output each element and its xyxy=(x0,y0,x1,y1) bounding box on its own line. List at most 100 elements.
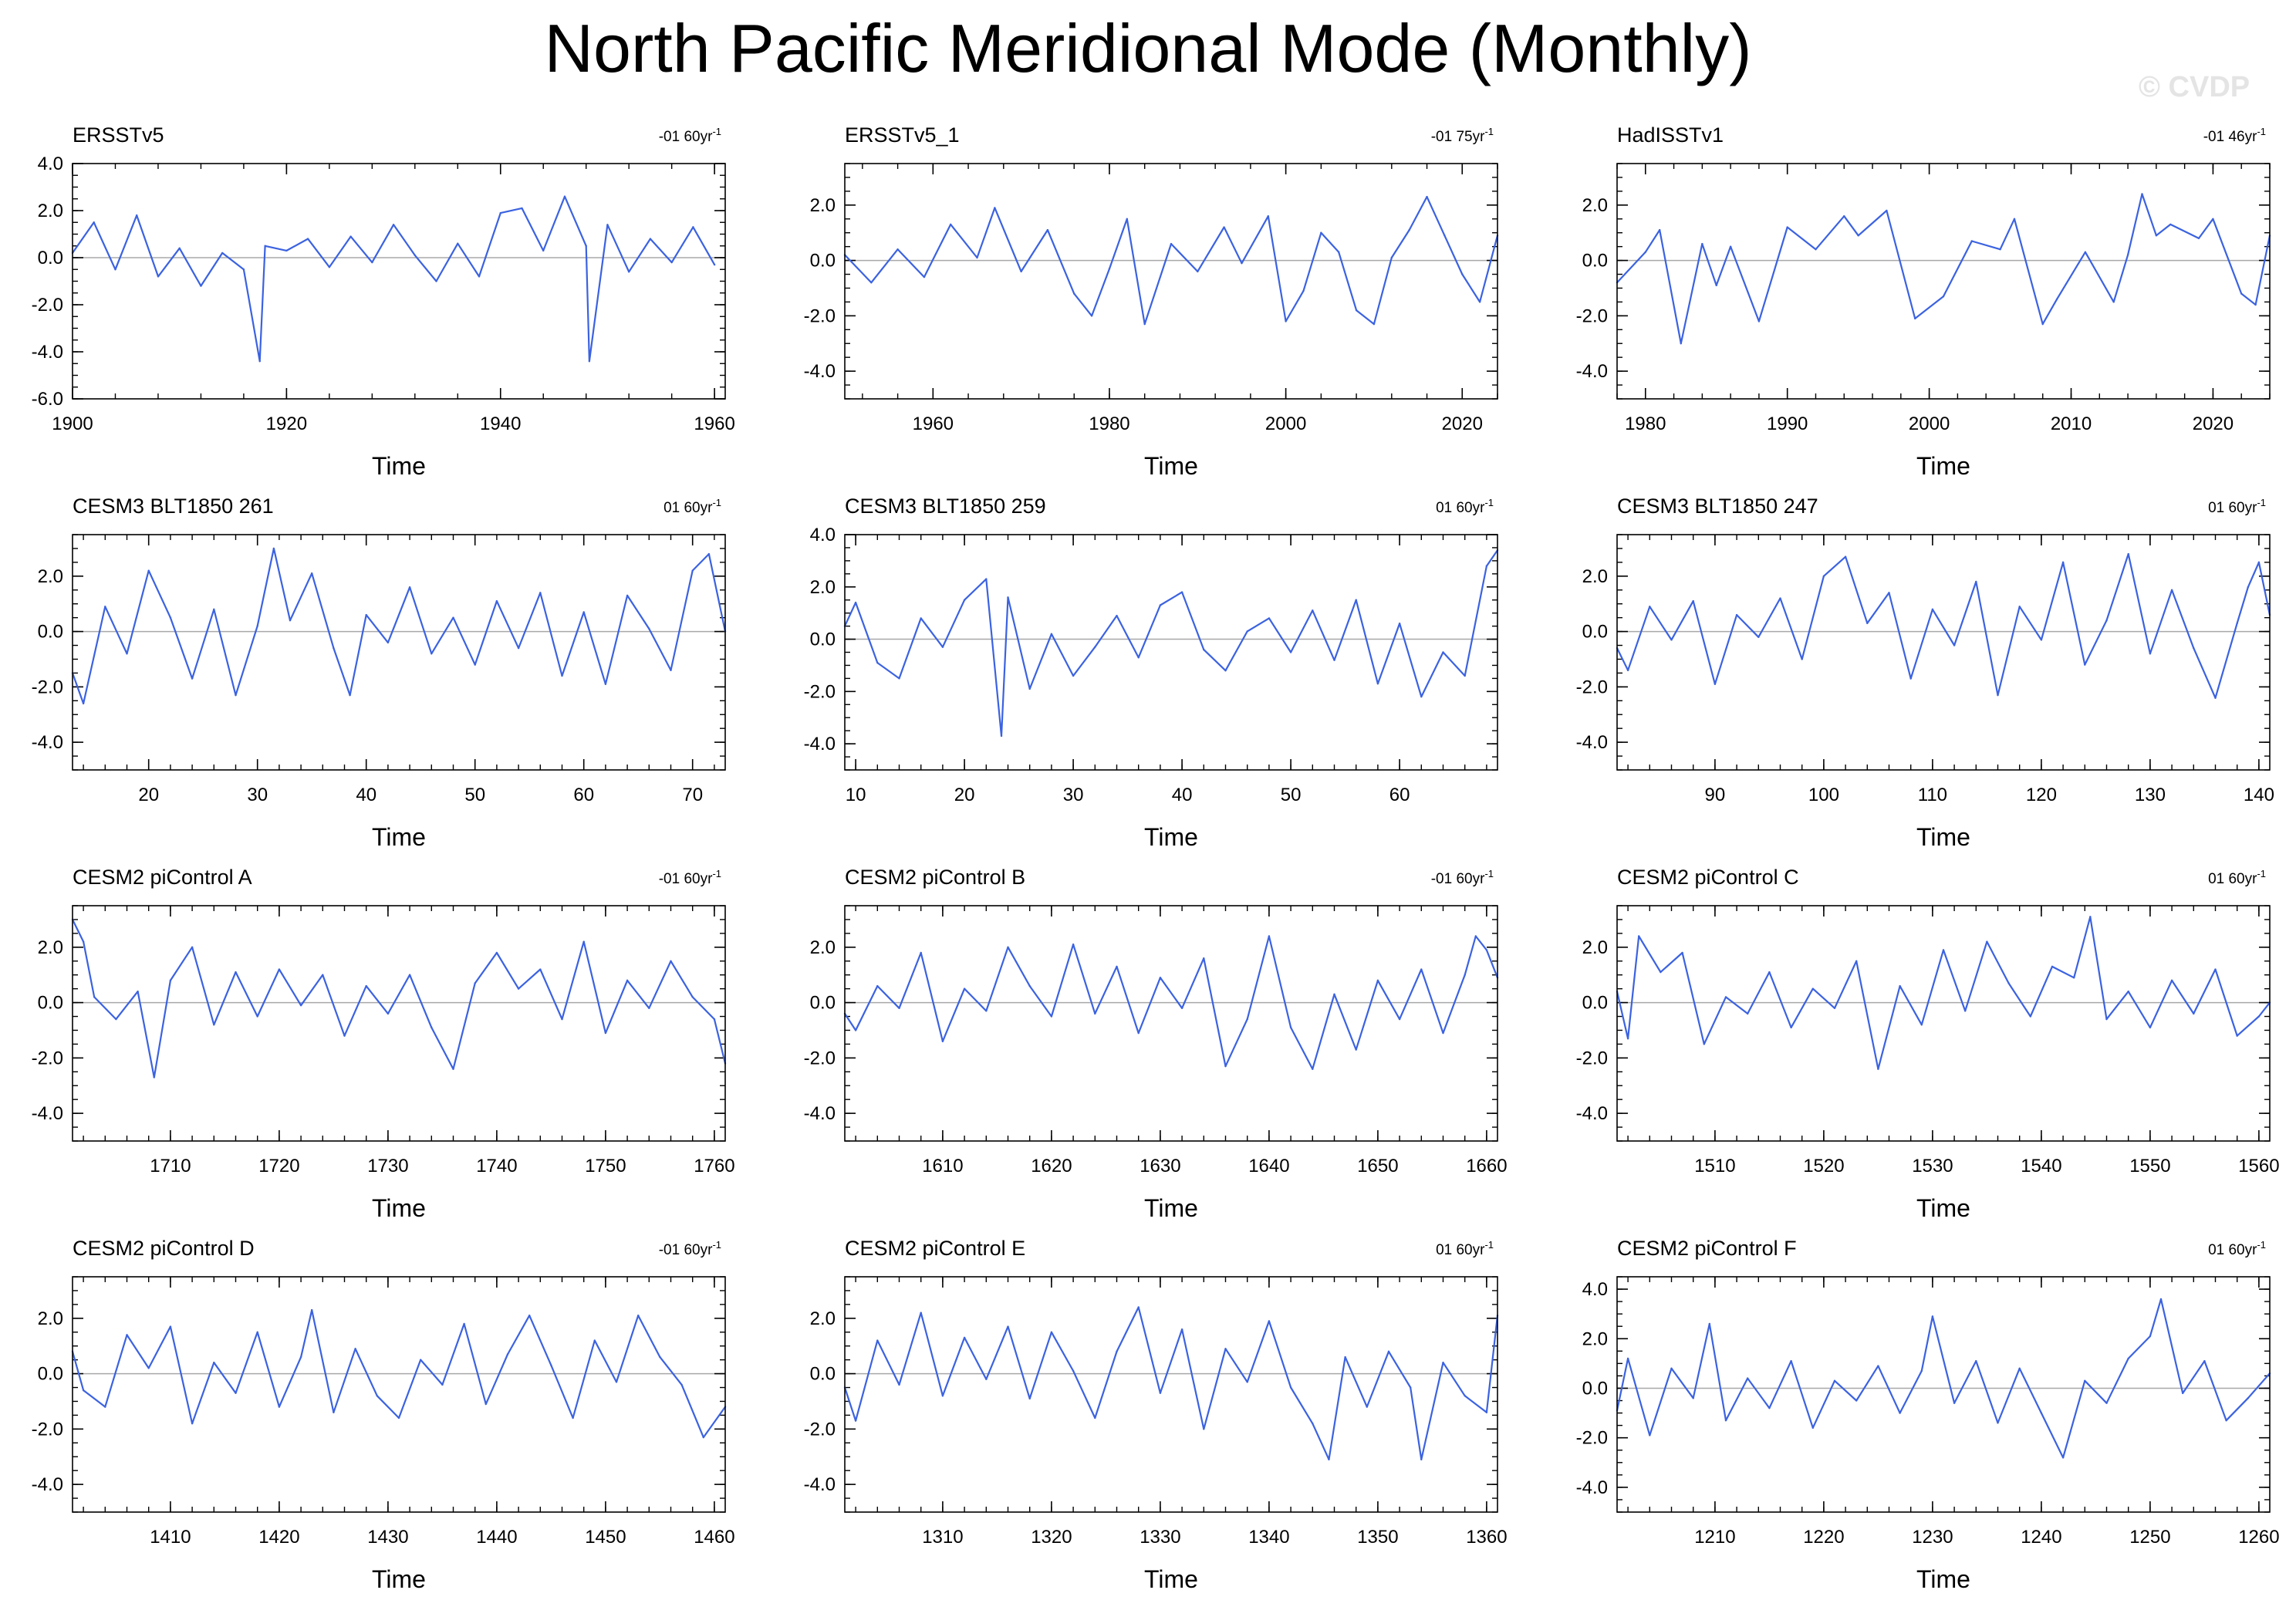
trend-exponent: -1 xyxy=(712,1239,721,1251)
data-point xyxy=(2236,622,2238,625)
data-point xyxy=(2159,1298,2163,1301)
x-tick-label: 1960 xyxy=(913,414,954,434)
data-point xyxy=(1159,1392,1162,1394)
data-point xyxy=(1790,1359,1792,1362)
data-point xyxy=(2247,1397,2249,1399)
data-point xyxy=(1680,343,1682,345)
data-point xyxy=(1328,1458,1330,1461)
data-point xyxy=(1302,289,1305,292)
data-point xyxy=(1461,273,1464,275)
data-point xyxy=(1246,1381,1248,1383)
data-point xyxy=(1474,935,1477,937)
data-point xyxy=(169,979,172,982)
data-point xyxy=(1768,971,1771,974)
data-point xyxy=(2051,965,2054,968)
data-point xyxy=(1090,315,1093,317)
x-tick-label: 2020 xyxy=(1442,414,1483,434)
trend-exponent: -1 xyxy=(712,126,721,137)
panel-title: CESM3 BLT1850 247 xyxy=(1617,495,1818,518)
data-point xyxy=(258,360,261,363)
data-point xyxy=(147,569,150,572)
data-point xyxy=(213,1024,215,1026)
y-tick-label: 2.0 xyxy=(1582,566,1608,587)
data-point xyxy=(1046,228,1049,231)
data-point xyxy=(898,1007,900,1009)
data-point xyxy=(1638,935,1640,937)
data-point xyxy=(691,569,694,572)
data-point xyxy=(1366,1406,1369,1408)
data-point xyxy=(1857,235,1859,237)
data-point xyxy=(1747,1377,1749,1379)
data-point xyxy=(1197,270,1199,273)
x-tick-label: 1320 xyxy=(1031,1527,1072,1548)
data-point xyxy=(1180,591,1183,593)
data-point xyxy=(264,245,266,247)
data-point xyxy=(1007,946,1009,949)
data-point xyxy=(478,275,481,278)
x-tick-label: 1740 xyxy=(476,1156,517,1176)
data-point xyxy=(1420,695,1423,698)
data-point xyxy=(1708,1322,1711,1325)
data-point xyxy=(1390,256,1393,259)
data-point xyxy=(126,653,128,655)
data-point xyxy=(1701,242,1703,245)
x-tick-label: 70 xyxy=(682,785,703,805)
data-point xyxy=(242,268,245,271)
x-tick-label: 1760 xyxy=(694,1156,734,1176)
x-tick-label: 1450 xyxy=(585,1527,626,1548)
y-tick-label: 2.0 xyxy=(810,577,836,598)
x-tick-label: 1210 xyxy=(1694,1527,1735,1548)
data-point xyxy=(153,1076,155,1079)
trend-label: -01 60yr-1 xyxy=(659,1239,721,1258)
data-point xyxy=(452,1068,454,1070)
data-point xyxy=(104,1406,106,1408)
data-point xyxy=(648,1007,650,1009)
data-point xyxy=(1866,622,1869,625)
data-point xyxy=(1072,1369,1075,1372)
data-point xyxy=(561,1018,563,1021)
y-tick-label: -2.0 xyxy=(32,295,63,316)
plot-frame xyxy=(844,163,1498,400)
data-point xyxy=(1914,317,1916,320)
data-point xyxy=(2029,1015,2031,1018)
y-tick-label: 2.0 xyxy=(810,937,836,958)
data-point xyxy=(457,242,459,245)
data-point xyxy=(1442,1362,1444,1364)
data-point xyxy=(985,1010,988,1012)
data-point xyxy=(670,669,672,672)
data-point xyxy=(1387,1350,1390,1353)
x-tick-label: 140 xyxy=(2244,785,2274,805)
data-point xyxy=(1888,592,1890,594)
data-point xyxy=(299,1004,302,1007)
data-point xyxy=(1373,322,1376,326)
x-tick-label: 1560 xyxy=(2238,1156,2279,1176)
x-tick-label: 2010 xyxy=(2051,414,2092,434)
data-point xyxy=(1970,240,1973,242)
data-point xyxy=(272,547,275,550)
data-point xyxy=(1843,214,1845,218)
data-point xyxy=(2112,301,2115,303)
data-point xyxy=(1811,1426,1814,1430)
x-tick-label: 20 xyxy=(138,785,159,805)
data-point xyxy=(137,991,139,993)
data-point xyxy=(2084,1379,2086,1382)
data-point xyxy=(1398,623,1401,625)
data-point xyxy=(278,1406,281,1408)
data-point xyxy=(2169,223,2172,226)
data-point xyxy=(463,1322,465,1325)
data-point xyxy=(104,606,106,608)
data-point xyxy=(1355,1048,1357,1051)
data-point xyxy=(191,946,194,949)
trend-label: 01 60yr-1 xyxy=(2208,1239,2266,1258)
data-point xyxy=(627,271,630,273)
y-tick-label: 0.0 xyxy=(810,993,836,1014)
data-point xyxy=(2127,1357,2129,1360)
data-point xyxy=(1094,646,1096,648)
data-point xyxy=(1658,228,1661,231)
data-point xyxy=(1899,1412,1901,1414)
data-point xyxy=(670,960,672,962)
trend-label: -01 46yr-1 xyxy=(2203,126,2266,145)
data-point xyxy=(1660,971,1662,974)
data-point xyxy=(1180,1328,1183,1331)
data-point xyxy=(2126,254,2129,256)
